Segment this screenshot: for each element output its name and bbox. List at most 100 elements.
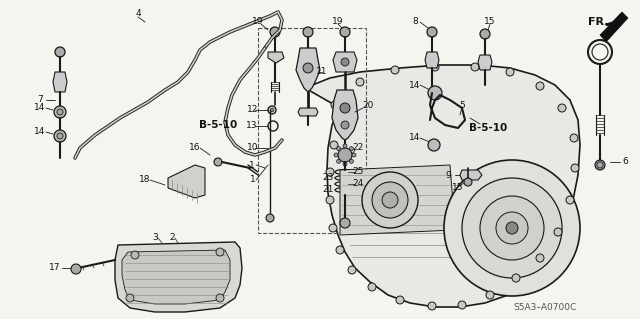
Polygon shape (53, 72, 67, 92)
Text: 10: 10 (247, 144, 259, 152)
Text: 23: 23 (323, 174, 333, 182)
Text: 9: 9 (445, 170, 451, 180)
Circle shape (57, 109, 63, 115)
Text: 7: 7 (37, 95, 43, 105)
Circle shape (431, 63, 439, 71)
Text: 1: 1 (250, 175, 256, 184)
Text: FR.: FR. (588, 17, 609, 27)
Circle shape (216, 248, 224, 256)
Polygon shape (122, 250, 230, 304)
Polygon shape (340, 165, 455, 235)
Circle shape (330, 141, 338, 149)
Circle shape (349, 147, 353, 151)
Text: 17: 17 (49, 263, 61, 272)
Text: 14: 14 (410, 133, 420, 143)
Circle shape (506, 68, 514, 76)
Circle shape (214, 158, 222, 166)
Text: 19: 19 (252, 18, 264, 26)
Circle shape (480, 196, 544, 260)
Circle shape (303, 27, 313, 37)
Text: 15: 15 (484, 18, 496, 26)
Circle shape (216, 294, 224, 302)
Circle shape (348, 266, 356, 274)
Circle shape (331, 101, 339, 109)
Text: 20: 20 (362, 100, 374, 109)
Circle shape (480, 29, 490, 39)
Circle shape (334, 153, 338, 157)
Circle shape (382, 192, 398, 208)
Text: B-5-10: B-5-10 (199, 120, 237, 130)
Polygon shape (115, 242, 242, 312)
Circle shape (536, 82, 544, 90)
Polygon shape (305, 65, 580, 307)
Circle shape (341, 58, 349, 66)
Text: 16: 16 (189, 144, 201, 152)
Circle shape (427, 27, 437, 37)
Text: 21: 21 (323, 186, 333, 195)
Circle shape (336, 246, 344, 254)
Text: 22: 22 (353, 144, 364, 152)
Circle shape (337, 160, 340, 163)
Text: 13: 13 (246, 122, 258, 130)
Circle shape (340, 27, 350, 37)
Circle shape (464, 178, 472, 186)
Polygon shape (332, 90, 358, 140)
Text: 25: 25 (352, 167, 364, 176)
Circle shape (336, 116, 344, 124)
Circle shape (352, 153, 356, 157)
Circle shape (428, 302, 436, 310)
Circle shape (266, 214, 274, 222)
Circle shape (486, 291, 494, 299)
Text: 14: 14 (35, 128, 45, 137)
Polygon shape (298, 108, 318, 116)
Circle shape (595, 160, 605, 170)
Circle shape (554, 228, 562, 236)
Circle shape (57, 133, 63, 139)
Circle shape (343, 162, 347, 166)
Circle shape (391, 66, 399, 74)
Text: 5: 5 (459, 100, 465, 109)
Circle shape (326, 168, 334, 176)
Text: 19: 19 (332, 18, 344, 26)
Circle shape (131, 251, 139, 259)
Circle shape (356, 78, 364, 86)
Bar (258, 28, 366, 233)
Circle shape (506, 222, 518, 234)
Polygon shape (333, 52, 357, 72)
Circle shape (340, 218, 350, 228)
Circle shape (368, 283, 376, 291)
Circle shape (570, 134, 578, 142)
Polygon shape (296, 48, 320, 92)
Circle shape (536, 254, 544, 262)
Text: 24: 24 (353, 180, 364, 189)
Polygon shape (600, 12, 628, 42)
Circle shape (396, 296, 404, 304)
Circle shape (329, 224, 337, 232)
Circle shape (558, 104, 566, 112)
Text: 8: 8 (412, 18, 418, 26)
Circle shape (571, 164, 579, 172)
Circle shape (362, 172, 418, 228)
Circle shape (597, 162, 603, 168)
Circle shape (428, 139, 440, 151)
Circle shape (126, 294, 134, 302)
Circle shape (326, 196, 334, 204)
Text: S5A3–A0700C: S5A3–A0700C (513, 303, 577, 313)
Circle shape (270, 108, 274, 112)
Circle shape (462, 178, 562, 278)
Text: 14: 14 (35, 103, 45, 113)
Circle shape (337, 147, 340, 151)
Polygon shape (168, 165, 205, 198)
Text: 14: 14 (410, 80, 420, 90)
Text: 12: 12 (247, 106, 259, 115)
Text: 2: 2 (169, 234, 175, 242)
Circle shape (444, 160, 580, 296)
Text: 11: 11 (316, 68, 328, 77)
Circle shape (496, 212, 528, 244)
Circle shape (54, 106, 66, 118)
Circle shape (303, 63, 313, 73)
Text: 15: 15 (452, 183, 464, 192)
Polygon shape (478, 55, 492, 70)
Text: 18: 18 (140, 175, 151, 184)
Circle shape (340, 103, 350, 113)
